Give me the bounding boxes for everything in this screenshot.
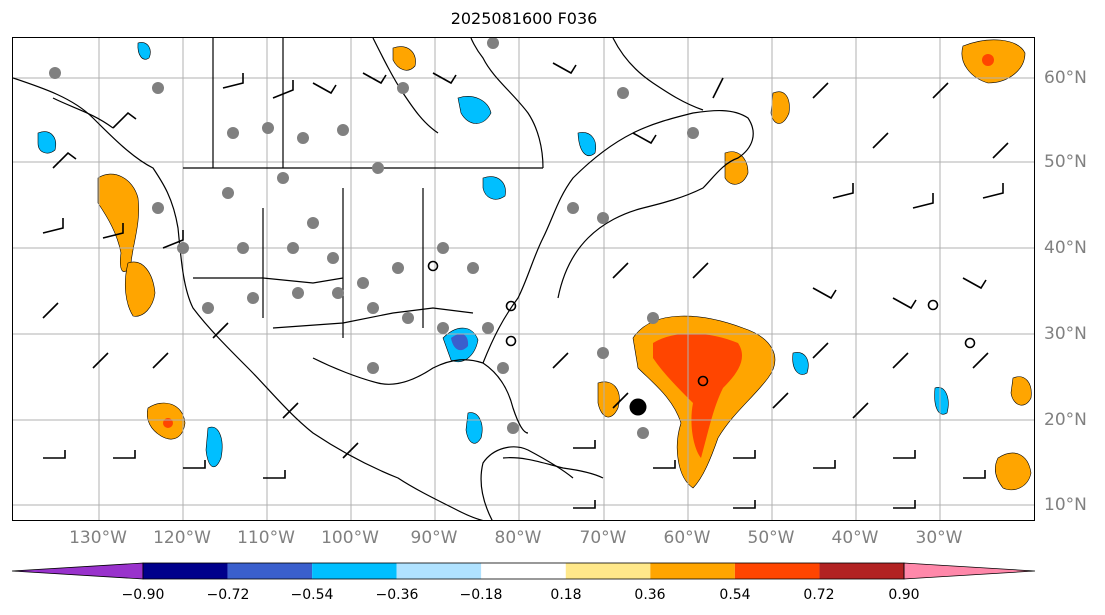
colorbar-segment-3 [396,563,482,579]
map-canvas [13,38,1034,520]
colorbar-outline [142,562,905,580]
lat-label-50n: 50°N [1044,152,1087,172]
colorbar-segment-1 [227,563,313,579]
wind-barbs [42,62,1009,509]
colorbar-segment-8 [819,563,904,579]
colorbar-tick--0.18: −0.18 [459,587,503,603]
anomaly-core-atlantic [653,333,743,458]
anomaly-patch-baja [124,261,156,317]
anomaly-patch-east-pacific [205,426,223,468]
lon-label-60w: 60°W [663,528,711,548]
lon-label-90w: 90°W [410,528,458,548]
lat-label-30n: 30°N [1044,324,1087,344]
colorbar-segment-4 [481,563,566,579]
anomaly-patch-east-atlantic [994,452,1032,491]
colorbar-extend-min [11,562,144,580]
colorbar-tick--0.36: −0.36 [375,587,419,603]
lon-label-40w: 40°W [831,528,879,548]
lat-label-40n: 40°N [1044,238,1087,258]
anomaly-patch-pacific-nw [97,173,139,273]
colorbar-tick--0.72: −0.72 [206,587,250,603]
colorbar-segment-6 [650,563,735,579]
lon-label-30w: 30°W [915,528,963,548]
anomaly-patch-great-lakes [482,176,506,200]
anomaly-patch-bc [137,42,151,60]
anomaly-spot-greenland [982,54,994,66]
anomaly-patch-mid-atlantic [770,91,790,124]
colorbar-tick-0.36: 0.36 [634,587,666,603]
lon-label-110w: 110°W [237,528,295,548]
lon-label-70w: 70°W [579,528,627,548]
lat-label-10n: 10°N [1044,495,1087,515]
coastlines [13,38,754,520]
colorbar-extend-max [903,562,1036,580]
lon-label-80w: 80°W [494,528,542,548]
colorbar-segment-7 [734,563,820,579]
anomaly-patch-newfoundland [724,151,749,185]
colorbar-tick--0.54: −0.54 [290,587,334,603]
anomaly-patch-newengland-blue [577,132,596,156]
anomaly-patch-far-east-blue [934,387,949,415]
hollow-markers [427,260,976,387]
colorbar-segment-5 [565,563,651,579]
colorbar-segments [11,562,1036,580]
lat-label-60n: 60°N [1044,68,1087,88]
colorbar-segment-2 [312,563,397,579]
colorbar-segment-0 [143,563,228,579]
negative-anomaly-patches [37,42,949,468]
lon-label-120w: 120°W [153,528,211,548]
colorbar-tick-0.18: 0.18 [550,587,582,603]
colorbar-tick--0.90: −0.90 [121,587,165,603]
anomaly-patch-hudson [457,96,492,124]
anomaly-patch-alaska [37,131,56,154]
map-panel [12,37,1035,521]
anomaly-core-gulf [451,333,469,351]
colorbar-tick-0.72: 0.72 [803,587,835,603]
lat-label-20n: 20°N [1044,410,1087,430]
anomaly-patch-far-east [1010,376,1032,406]
tropical-cyclone-marker [629,398,647,416]
anomaly-patch-caribbean-blue [465,412,483,444]
anomaly-patch-mid-atlantic-blue [792,352,809,375]
lon-label-50w: 50°W [747,528,795,548]
colorbar-tick-0.54: 0.54 [719,587,751,603]
positive-anomaly-patches [97,39,1032,491]
lon-label-100w: 100°W [321,528,379,548]
map-title: 2025081600 F036 [450,9,598,28]
anomaly-patch-labrador [392,46,416,71]
graticule [13,38,1034,520]
colorbar-tick-0.90: 0.90 [888,587,920,603]
observation-dots [49,38,699,439]
anomaly-patch-caribbean [597,381,620,418]
lon-label-130w: 130°W [69,528,127,548]
